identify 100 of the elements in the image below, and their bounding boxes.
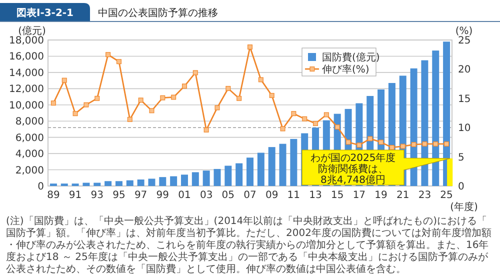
- bar: [224, 166, 232, 186]
- point: [411, 142, 416, 148]
- x-tick-label: 89: [47, 190, 60, 201]
- x-tick-label: 91: [68, 190, 82, 201]
- point: [236, 96, 242, 101]
- point: [248, 44, 252, 50]
- point: [368, 136, 373, 142]
- x-tick-label: 01: [178, 190, 191, 201]
- point: [192, 70, 198, 76]
- y2-tick-label: 0: [458, 182, 464, 192]
- point: [269, 92, 274, 98]
- x-tick-label: 09: [265, 190, 278, 201]
- bar: [115, 181, 122, 186]
- bar: [94, 182, 101, 186]
- point: [171, 94, 176, 100]
- x-tick-label: 23: [418, 190, 432, 201]
- point: [302, 116, 308, 122]
- bar: [236, 163, 243, 186]
- y2-tick-label: 25: [458, 36, 471, 46]
- x-tick-label: 95: [112, 190, 126, 201]
- point: [94, 96, 100, 101]
- y-tick-label: 18,000: [9, 36, 44, 46]
- bar: [159, 177, 166, 186]
- point: [280, 126, 286, 132]
- point: [138, 98, 144, 103]
- point: [72, 111, 78, 116]
- bar: [126, 180, 134, 186]
- x-tick-label: 25: [440, 190, 453, 201]
- x-tick-label: 99: [156, 190, 170, 201]
- x-tick-label: 03: [200, 190, 213, 201]
- y2-tick-label: 5: [458, 152, 464, 164]
- bar: [104, 181, 112, 186]
- point: [106, 52, 111, 58]
- x-tick-label: 93: [90, 190, 104, 201]
- bar: [246, 158, 254, 186]
- point: [116, 59, 122, 64]
- legend-label: 伸び率(%): [322, 64, 370, 76]
- point: [214, 105, 220, 110]
- annotation: わが国の2025年度防衛関係費は、8兆4,748億円: [310, 152, 396, 186]
- bar: [170, 176, 178, 186]
- y-tick-label: 4,000: [15, 149, 44, 160]
- point: [149, 108, 154, 114]
- x-tick-label: 15: [330, 190, 344, 201]
- legend-label: 国防費(億元): [322, 52, 380, 64]
- x-tick-label: 07: [244, 190, 256, 201]
- bar: [82, 182, 90, 186]
- bar: [192, 172, 199, 186]
- x-tick-label: 21: [396, 190, 410, 201]
- bar: [268, 147, 276, 186]
- bar: [180, 174, 188, 186]
- y-tick-label: 14,000: [9, 68, 44, 79]
- x-tick-label: 17: [352, 190, 366, 201]
- x-tick-label: 13: [309, 190, 322, 201]
- point: [204, 127, 209, 132]
- y-tick-label: 6,000: [15, 132, 44, 144]
- point: [334, 124, 340, 130]
- x-tick-label: 97: [134, 190, 148, 201]
- bar: [214, 168, 221, 186]
- bar: [432, 50, 440, 186]
- chart-title: 中国の公表国防予算の推移: [98, 7, 218, 19]
- point: [50, 100, 56, 106]
- y-tick-label: 8,000: [15, 116, 44, 128]
- point: [324, 112, 329, 118]
- text: 図表Ⅰ-3-2-1: [16, 7, 74, 19]
- y-tick-label: 0: [38, 182, 44, 192]
- bar: [137, 180, 144, 186]
- bar: [202, 170, 210, 186]
- point: [313, 121, 318, 126]
- point: [62, 78, 67, 83]
- bar: [279, 144, 286, 186]
- y-tick-label: 12,000: [9, 84, 44, 96]
- bar: [290, 138, 298, 186]
- point: [378, 140, 384, 145]
- y-axis-title: (億元): [18, 25, 46, 37]
- text: (注)「国防費」は、「中央一般公共予算支出」(2014年以前は「中央財政支出」と呼ばれたもの)における「国防予算」額。「伸び率」は、対前年度当初予算比。ただし、2002年度の国防費については対前年度増加額・伸び率のみが公表されたため、これらを前年度の執行実績からの増加分として予算額を算出。また、16年度および18 ～ 25年度は「中央一般公共予算支出」の一部である「中央本級支出」における国防予算のみが公表されたため、その数値を「国防費」として使用。伸び率の数値は中国公表値を含む。: [6, 215, 492, 275]
- y-tick-label: 2,000: [15, 165, 44, 176]
- point: [84, 102, 89, 108]
- point: [389, 144, 394, 150]
- x-tick-label: 11: [287, 190, 300, 201]
- point: [433, 141, 438, 146]
- y-tick-label: 10,000: [9, 100, 44, 112]
- point: [400, 144, 406, 149]
- y-tick-label: 16,000: [9, 52, 44, 63]
- point: [444, 141, 450, 146]
- y2-tick-label: 15: [458, 94, 471, 105]
- x-tick-label: 19: [374, 190, 388, 201]
- point: [346, 140, 351, 145]
- y2-axis-title: (%): [455, 26, 473, 37]
- point: [226, 86, 231, 91]
- point: [258, 77, 264, 82]
- bar: [421, 60, 428, 186]
- point: [182, 84, 187, 89]
- x-axis-title: (年度): [450, 201, 478, 213]
- point: [160, 95, 166, 100]
- point: [422, 141, 428, 146]
- y2-tick-label: 20: [458, 64, 471, 76]
- y2-tick-label: 10: [458, 123, 471, 134]
- x-tick-label: 05: [222, 190, 235, 201]
- bar: [257, 152, 264, 186]
- point: [356, 142, 362, 148]
